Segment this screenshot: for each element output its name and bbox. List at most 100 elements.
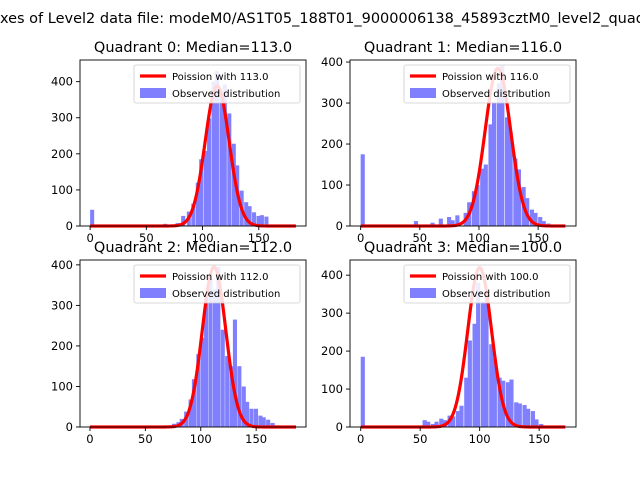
histogram-bar bbox=[472, 323, 477, 427]
histogram-bar bbox=[484, 290, 489, 427]
histogram-bar bbox=[500, 65, 505, 226]
histogram-bar bbox=[488, 124, 493, 226]
histogram-bar bbox=[422, 420, 427, 427]
histogram-bar bbox=[241, 386, 246, 427]
histogram-bar bbox=[245, 401, 250, 427]
quadrant-panel-0: Quadrant 0: Median=113.0 0 50 100 150 0 100 200… bbox=[51, 40, 307, 245]
histogram-bar bbox=[232, 319, 237, 427]
legend-label-poisson: Poission with 116.0 bbox=[442, 72, 538, 83]
histogram-bar bbox=[252, 212, 257, 226]
histogram-bar bbox=[438, 218, 443, 226]
histogram-bar bbox=[508, 131, 513, 226]
axes-frame bbox=[79, 259, 307, 428]
histogram-bar bbox=[188, 399, 193, 427]
histogram-bar bbox=[191, 203, 196, 226]
legend-label-observed: Observed distribution bbox=[442, 289, 550, 300]
y-tick-label: 0 bbox=[336, 219, 343, 233]
histogram-bar bbox=[270, 422, 275, 427]
histogram-bar bbox=[455, 411, 461, 427]
x-tick-label: 100 bbox=[468, 231, 490, 245]
histogram-bar bbox=[227, 113, 232, 226]
histogram-bar bbox=[196, 354, 201, 427]
quadrant-panel-3: Quadrant 3: Median=100.0 0 50 100 150 0 100 200… bbox=[321, 240, 577, 446]
histogram-bar bbox=[225, 356, 230, 427]
y-tick-label: 300 bbox=[51, 298, 73, 312]
legend-label-poisson: Poission with 112.0 bbox=[172, 272, 268, 283]
legend-box bbox=[133, 264, 301, 304]
histogram-bar bbox=[455, 215, 460, 226]
histogram-bar bbox=[244, 202, 249, 226]
histogram-bar bbox=[256, 215, 261, 226]
y-tick-label: 200 bbox=[321, 137, 343, 151]
histogram-bar bbox=[522, 404, 527, 427]
y-tick-label: 0 bbox=[66, 219, 73, 233]
legend-patch-swatch bbox=[410, 288, 436, 298]
y-tick-label: 100 bbox=[321, 382, 343, 396]
histogram-bar bbox=[480, 301, 486, 427]
histogram-bar bbox=[471, 191, 477, 226]
histogram-bar bbox=[496, 83, 501, 226]
y-tick-label: 300 bbox=[321, 306, 343, 320]
histogram-bar bbox=[259, 215, 264, 226]
histogram-bar bbox=[249, 408, 254, 427]
y-tick-label: 400 bbox=[321, 55, 343, 69]
histogram-bar bbox=[530, 411, 535, 427]
histogram-bar bbox=[505, 117, 510, 226]
figure-suptitle: Median Fluxes of Level2 data file: modeM… bbox=[0, 11, 640, 27]
x-tick-label: 150 bbox=[248, 231, 270, 245]
histogram-bar bbox=[492, 358, 497, 427]
x-tick-label: 0 bbox=[86, 231, 93, 245]
x-tick-label: 0 bbox=[357, 432, 364, 446]
quadrant-panel-1: Quadrant 1: Median=116.0 0 50 100 150 0 100 200… bbox=[321, 40, 577, 245]
histogram-bar bbox=[475, 185, 480, 226]
y-tick-label: 400 bbox=[51, 258, 73, 272]
y-tick-label: 100 bbox=[321, 178, 343, 192]
histogram-bar bbox=[229, 366, 234, 427]
panel-title: Quadrant 0: Median=113.0 bbox=[94, 40, 292, 56]
histogram-bar bbox=[214, 70, 219, 227]
histogram-bar bbox=[430, 222, 435, 226]
x-tick-label: 100 bbox=[469, 432, 491, 446]
x-tick-label: 0 bbox=[357, 231, 364, 245]
histogram-bar bbox=[476, 282, 481, 427]
histogram-bar bbox=[208, 279, 213, 427]
histogram-bar bbox=[191, 379, 196, 427]
y-tick-label: 300 bbox=[51, 111, 73, 125]
y-tick-label: 200 bbox=[51, 147, 73, 161]
histogram-bar bbox=[195, 182, 200, 226]
histogram-bar bbox=[264, 216, 269, 226]
x-tick-label: 100 bbox=[190, 432, 212, 446]
y-tick-label: 0 bbox=[66, 420, 73, 434]
histogram-bar bbox=[220, 329, 225, 427]
histogram-bar bbox=[526, 408, 531, 427]
x-tick-label: 50 bbox=[413, 432, 428, 446]
histogram-bar bbox=[360, 154, 365, 226]
histogram-bar bbox=[266, 419, 271, 427]
histogram-bar bbox=[516, 169, 521, 226]
histogram-bar bbox=[207, 118, 212, 226]
y-tick-label: 0 bbox=[336, 420, 343, 434]
histogram-bar bbox=[509, 379, 514, 427]
histogram-bar bbox=[491, 102, 497, 226]
x-tick-label: 150 bbox=[528, 432, 550, 446]
histogram-bar bbox=[204, 298, 209, 427]
y-tick-label: 200 bbox=[321, 344, 343, 358]
histogram-bar bbox=[513, 158, 518, 226]
quadrant-panel-2: Quadrant 2: Median=112.0 0 50 100 150 0 100 200… bbox=[51, 240, 307, 446]
x-tick-label: 0 bbox=[86, 432, 93, 446]
panel-title: Quadrant 3: Median=100.0 bbox=[364, 240, 562, 256]
legend-label-observed: Observed distribution bbox=[172, 89, 280, 100]
legend-label-observed: Observed distribution bbox=[172, 289, 280, 300]
histogram-bar bbox=[211, 81, 216, 226]
histogram-bar bbox=[222, 84, 227, 227]
legend-box bbox=[133, 64, 301, 104]
x-tick-label: 50 bbox=[138, 432, 153, 446]
histogram-bar bbox=[541, 221, 546, 226]
histogram-bar bbox=[514, 402, 519, 427]
histogram-bar bbox=[538, 216, 543, 226]
legend-patch-swatch bbox=[140, 288, 166, 298]
x-tick-label: 50 bbox=[412, 231, 427, 245]
histogram-bar bbox=[413, 221, 419, 226]
histogram-bar bbox=[464, 377, 469, 427]
